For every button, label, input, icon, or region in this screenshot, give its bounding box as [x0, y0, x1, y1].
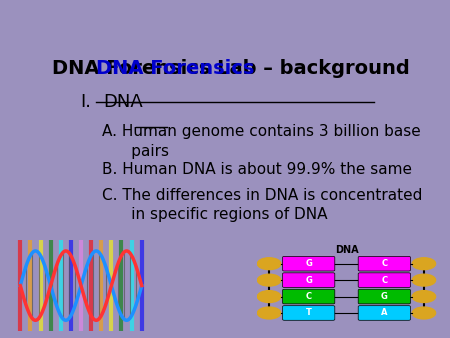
FancyBboxPatch shape: [358, 257, 410, 271]
Circle shape: [257, 291, 281, 303]
Circle shape: [412, 291, 436, 303]
Text: G: G: [305, 259, 312, 268]
Text: G: G: [305, 275, 312, 285]
Text: G: G: [381, 292, 388, 301]
Text: I.: I.: [81, 93, 92, 111]
Text: A. Human genome contains 3 billion base
      pairs: A. Human genome contains 3 billion base …: [102, 124, 420, 159]
Text: DNA Forensics: DNA Forensics: [96, 59, 255, 78]
Circle shape: [412, 274, 436, 286]
Text: DNA: DNA: [335, 245, 358, 255]
FancyBboxPatch shape: [283, 273, 335, 287]
Text: DNA Forensics Lab – background: DNA Forensics Lab – background: [52, 59, 410, 78]
FancyBboxPatch shape: [283, 289, 335, 304]
Text: C: C: [306, 292, 312, 301]
Circle shape: [257, 258, 281, 270]
FancyBboxPatch shape: [358, 306, 410, 320]
FancyBboxPatch shape: [283, 306, 335, 320]
FancyBboxPatch shape: [283, 257, 335, 271]
Text: C: C: [381, 275, 387, 285]
Circle shape: [257, 274, 281, 286]
Text: DNA Forensics: DNA Forensics: [56, 301, 215, 320]
FancyBboxPatch shape: [358, 289, 410, 304]
Text: B. Human DNA is about 99.9% the same: B. Human DNA is about 99.9% the same: [102, 162, 412, 176]
Text: A: A: [381, 309, 387, 317]
Circle shape: [412, 258, 436, 270]
Text: DNA: DNA: [104, 93, 143, 111]
FancyBboxPatch shape: [358, 273, 410, 287]
Circle shape: [412, 307, 436, 319]
Text: DNA Forensics Lab – background: DNA Forensics Lab – background: [52, 59, 410, 78]
Text: T: T: [306, 309, 312, 317]
Text: C: C: [381, 259, 387, 268]
Circle shape: [257, 307, 281, 319]
Text: C. The differences in DNA is concentrated
      in specific regions of DNA: C. The differences in DNA is concentrate…: [102, 188, 422, 222]
